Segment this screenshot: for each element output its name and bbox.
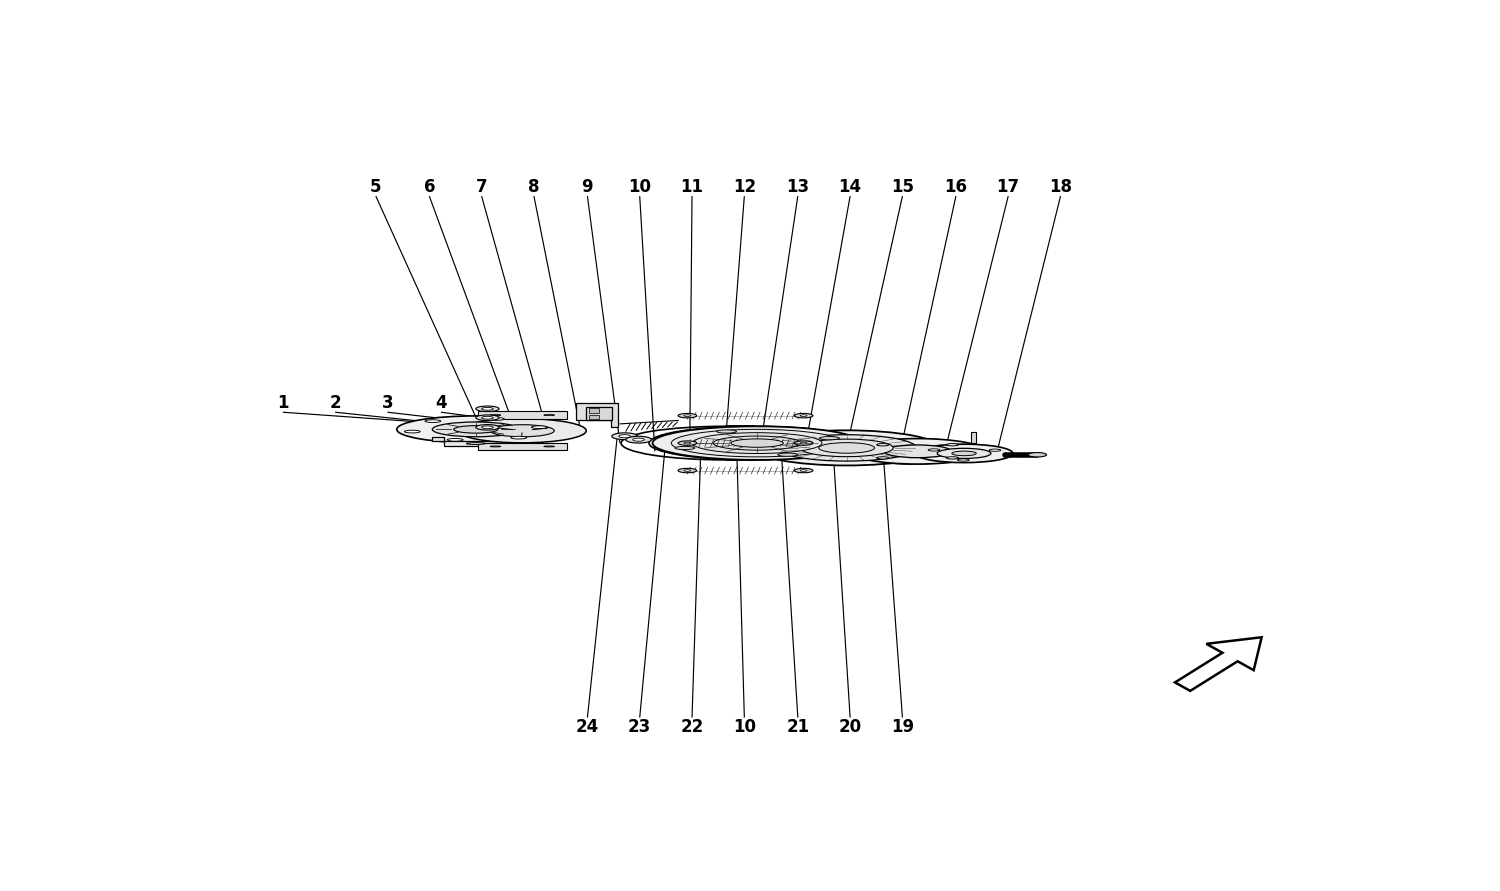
Text: 18: 18 bbox=[1048, 178, 1072, 196]
Ellipse shape bbox=[453, 426, 498, 433]
Ellipse shape bbox=[876, 457, 890, 459]
Ellipse shape bbox=[612, 433, 638, 439]
Bar bbox=[588, 414, 598, 419]
Ellipse shape bbox=[476, 406, 500, 412]
Ellipse shape bbox=[490, 414, 501, 415]
Polygon shape bbox=[576, 404, 618, 428]
Ellipse shape bbox=[850, 438, 986, 464]
Ellipse shape bbox=[730, 439, 783, 447]
Ellipse shape bbox=[800, 415, 807, 416]
Ellipse shape bbox=[795, 413, 813, 418]
Ellipse shape bbox=[946, 444, 958, 446]
Text: 2: 2 bbox=[330, 394, 340, 413]
Ellipse shape bbox=[476, 425, 500, 430]
Ellipse shape bbox=[482, 426, 494, 429]
Ellipse shape bbox=[531, 426, 548, 429]
Text: 1: 1 bbox=[278, 394, 288, 413]
Polygon shape bbox=[1174, 637, 1262, 691]
Ellipse shape bbox=[459, 419, 586, 443]
Ellipse shape bbox=[489, 418, 504, 421]
Text: 24: 24 bbox=[576, 717, 598, 736]
Ellipse shape bbox=[952, 451, 976, 455]
Ellipse shape bbox=[957, 459, 969, 462]
Ellipse shape bbox=[684, 470, 692, 471]
Ellipse shape bbox=[915, 445, 1013, 462]
Ellipse shape bbox=[928, 449, 940, 451]
Ellipse shape bbox=[466, 443, 486, 445]
Text: 11: 11 bbox=[681, 178, 703, 196]
Ellipse shape bbox=[876, 444, 890, 446]
Ellipse shape bbox=[447, 438, 464, 441]
Text: 23: 23 bbox=[628, 717, 651, 736]
Text: 3: 3 bbox=[381, 394, 393, 413]
Text: 16: 16 bbox=[945, 178, 968, 196]
Text: 4: 4 bbox=[435, 394, 447, 413]
Ellipse shape bbox=[405, 430, 420, 433]
Ellipse shape bbox=[946, 457, 958, 459]
Text: 6: 6 bbox=[423, 178, 435, 196]
Ellipse shape bbox=[800, 442, 807, 444]
Text: 8: 8 bbox=[528, 178, 540, 196]
Ellipse shape bbox=[684, 415, 692, 416]
Text: 13: 13 bbox=[786, 178, 810, 196]
Text: 20: 20 bbox=[839, 717, 861, 736]
Ellipse shape bbox=[753, 430, 939, 465]
Ellipse shape bbox=[777, 454, 798, 456]
Ellipse shape bbox=[678, 441, 696, 446]
Ellipse shape bbox=[684, 442, 692, 444]
Ellipse shape bbox=[490, 425, 555, 437]
Text: 14: 14 bbox=[839, 178, 861, 196]
Ellipse shape bbox=[712, 436, 801, 450]
Ellipse shape bbox=[476, 415, 500, 421]
Ellipse shape bbox=[777, 435, 916, 461]
Ellipse shape bbox=[819, 437, 840, 440]
Ellipse shape bbox=[678, 413, 696, 418]
Ellipse shape bbox=[800, 470, 807, 471]
Ellipse shape bbox=[652, 426, 861, 460]
Ellipse shape bbox=[482, 407, 494, 410]
Bar bbox=[586, 407, 612, 420]
Text: 19: 19 bbox=[891, 717, 914, 736]
Ellipse shape bbox=[800, 439, 892, 457]
Ellipse shape bbox=[678, 469, 696, 473]
Ellipse shape bbox=[1028, 453, 1047, 457]
Ellipse shape bbox=[544, 414, 555, 415]
Ellipse shape bbox=[482, 416, 494, 419]
Text: 9: 9 bbox=[582, 178, 592, 196]
Polygon shape bbox=[432, 437, 519, 446]
Ellipse shape bbox=[988, 449, 1000, 452]
Text: 17: 17 bbox=[996, 178, 1020, 196]
Ellipse shape bbox=[432, 422, 519, 437]
Ellipse shape bbox=[544, 446, 555, 447]
Text: 5: 5 bbox=[370, 178, 381, 196]
Ellipse shape bbox=[693, 433, 822, 454]
Text: 15: 15 bbox=[891, 178, 914, 196]
Text: 12: 12 bbox=[734, 178, 756, 196]
Ellipse shape bbox=[672, 429, 843, 457]
Ellipse shape bbox=[938, 448, 992, 459]
Polygon shape bbox=[477, 443, 567, 450]
Ellipse shape bbox=[795, 469, 813, 473]
Ellipse shape bbox=[819, 443, 874, 454]
Ellipse shape bbox=[424, 420, 441, 422]
Ellipse shape bbox=[626, 437, 651, 443]
Ellipse shape bbox=[512, 437, 526, 439]
Ellipse shape bbox=[633, 438, 645, 441]
Ellipse shape bbox=[675, 446, 694, 450]
Text: 10: 10 bbox=[628, 178, 651, 196]
Ellipse shape bbox=[717, 429, 736, 433]
Text: 7: 7 bbox=[476, 178, 488, 196]
Ellipse shape bbox=[795, 441, 813, 446]
Ellipse shape bbox=[884, 445, 951, 458]
Bar bbox=[970, 432, 975, 443]
Text: 10: 10 bbox=[734, 717, 756, 736]
Ellipse shape bbox=[490, 446, 501, 447]
Polygon shape bbox=[477, 412, 567, 419]
Text: 21: 21 bbox=[786, 717, 810, 736]
Bar bbox=[588, 408, 598, 413]
Ellipse shape bbox=[396, 416, 555, 443]
Ellipse shape bbox=[620, 435, 630, 437]
Text: 22: 22 bbox=[681, 717, 703, 736]
